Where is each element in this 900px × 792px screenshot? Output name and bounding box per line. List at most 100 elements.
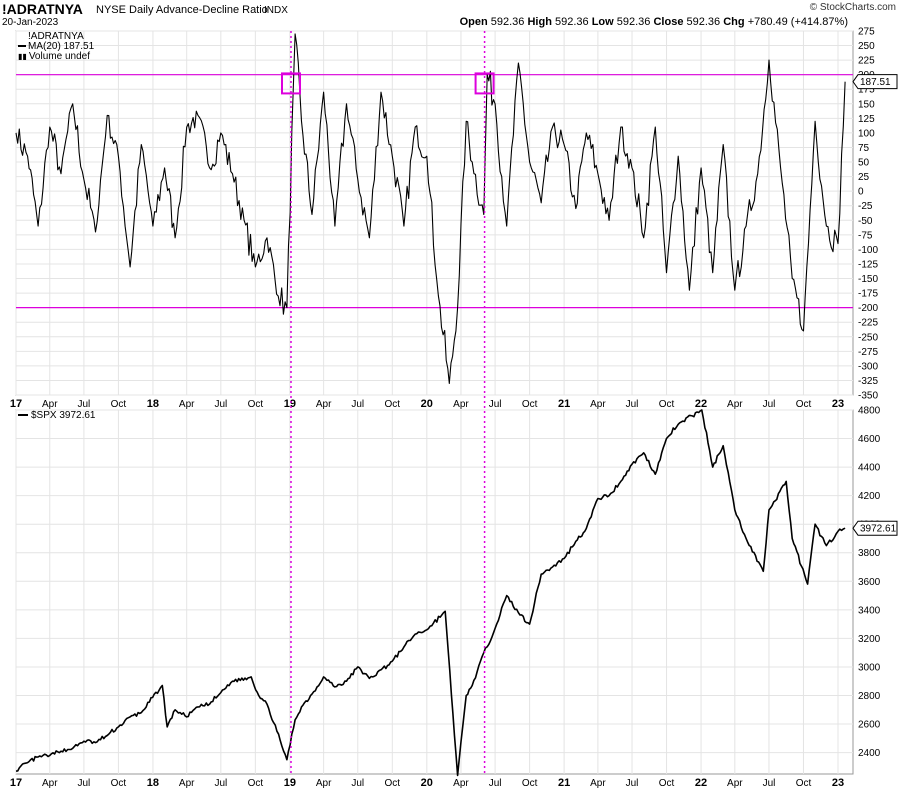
legend-bottom: $SPX 3972.61 bbox=[18, 411, 96, 421]
open-label: Open bbox=[459, 16, 488, 28]
symbol-description: NYSE Daily Advance-Decline Ratio bbox=[96, 4, 268, 16]
x-tick-label: Jul bbox=[351, 399, 364, 410]
x-tick-label: Jul bbox=[626, 778, 639, 789]
y-tick-label: -100 bbox=[858, 245, 878, 256]
y-tick-label: 275 bbox=[858, 27, 875, 38]
x-tick-label: Oct bbox=[248, 778, 264, 789]
chart-header: !ADRATNYA NYSE Daily Advance-Decline Rat… bbox=[0, 0, 900, 30]
y-tick-label: 3200 bbox=[858, 634, 881, 645]
x-tick-label: Apr bbox=[727, 778, 743, 789]
exchange-label: INDX bbox=[264, 5, 288, 16]
y-tick-label: -175 bbox=[858, 289, 878, 300]
x-tick-label: Apr bbox=[42, 399, 58, 410]
high-label: High bbox=[527, 16, 552, 28]
close-value: 592.36 bbox=[686, 16, 721, 28]
low-label: Low bbox=[591, 16, 614, 28]
x-tick-label: Jul bbox=[489, 778, 502, 789]
chg-value: +780.49 (+414.87%) bbox=[747, 16, 848, 28]
low-value: 592.36 bbox=[616, 16, 651, 28]
brand-watermark: © StockCharts.com bbox=[809, 2, 896, 13]
highlight-box bbox=[474, 72, 495, 95]
y-tick-label: -275 bbox=[858, 347, 878, 358]
y-tick-label: -25 bbox=[858, 201, 873, 212]
x-tick-label: Jul bbox=[763, 399, 776, 410]
x-tick-label: 22 bbox=[695, 777, 707, 789]
y-tick-label: 2600 bbox=[858, 720, 881, 731]
y-tick-label: -125 bbox=[858, 259, 878, 270]
x-tick-label: Oct bbox=[796, 778, 812, 789]
x-tick-label: Jul bbox=[214, 778, 227, 789]
x-tick-label: 17 bbox=[10, 777, 22, 789]
y-tick-label: -300 bbox=[858, 361, 878, 372]
open-value: 592.36 bbox=[490, 16, 525, 28]
x-tick-label: 20 bbox=[421, 777, 433, 789]
last-value-tag bbox=[852, 74, 898, 90]
y-tick-label: 3400 bbox=[858, 605, 881, 616]
x-tick-label: 19 bbox=[284, 777, 296, 789]
x-tick-label: 19 bbox=[284, 398, 296, 410]
x-tick-label: Apr bbox=[179, 399, 195, 410]
x-tick-label: Oct bbox=[248, 399, 264, 410]
chg-label: Chg bbox=[723, 16, 745, 28]
x-tick-label: Oct bbox=[111, 778, 127, 789]
x-tick-label: 21 bbox=[558, 777, 570, 789]
high-value: 592.36 bbox=[554, 16, 589, 28]
legend-spx-label: $SPX 3972.61 bbox=[31, 410, 96, 421]
y-tick-label: 250 bbox=[858, 41, 875, 52]
last-value-label: 3972.61 bbox=[860, 524, 897, 535]
x-tick-label: Oct bbox=[659, 399, 675, 410]
x-tick-label: 18 bbox=[147, 398, 159, 410]
y-tick-label: -75 bbox=[858, 230, 873, 241]
x-tick-label: 20 bbox=[421, 398, 433, 410]
x-tick-label: Apr bbox=[42, 778, 58, 789]
x-tick-label: 17 bbox=[10, 398, 22, 410]
x-tick-label: Apr bbox=[179, 778, 195, 789]
y-tick-label: 225 bbox=[858, 56, 875, 67]
x-tick-label: 22 bbox=[695, 398, 707, 410]
y-tick-label: 125 bbox=[858, 114, 875, 125]
x-tick-label: Jul bbox=[78, 778, 91, 789]
last-value-tag bbox=[852, 520, 898, 536]
x-tick-label: Oct bbox=[522, 399, 538, 410]
x-tick-label: Jul bbox=[214, 399, 227, 410]
y-tick-label: 3000 bbox=[858, 662, 881, 673]
legend-volume: ▮▮ Volume undef bbox=[18, 52, 94, 62]
y-tick-label: 25 bbox=[858, 172, 870, 183]
y-tick-label: 3600 bbox=[858, 577, 881, 588]
x-tick-label: Apr bbox=[453, 399, 469, 410]
x-tick-label: Oct bbox=[111, 399, 127, 410]
y-tick-label: 2800 bbox=[858, 691, 881, 702]
y-tick-label: 150 bbox=[858, 99, 875, 110]
y-tick-label: 50 bbox=[858, 158, 870, 169]
ma-series-line bbox=[15, 33, 846, 384]
x-tick-label: Oct bbox=[659, 778, 675, 789]
y-tick-label: -350 bbox=[858, 391, 878, 402]
x-tick-label: 18 bbox=[147, 777, 159, 789]
y-tick-label: 4400 bbox=[858, 463, 881, 474]
y-tick-label: 4800 bbox=[858, 406, 881, 417]
y-tick-label: 2400 bbox=[858, 748, 881, 759]
y-tick-label: -150 bbox=[858, 274, 878, 285]
panel-frame-0 bbox=[15, 30, 854, 396]
x-tick-label: Apr bbox=[316, 399, 332, 410]
legend-symbol: !ADRATNYA bbox=[28, 31, 84, 42]
y-tick-label: 100 bbox=[858, 128, 875, 139]
y-tick-label: -225 bbox=[858, 318, 878, 329]
x-tick-label: Apr bbox=[453, 778, 469, 789]
ohlc-readout: Open 592.36 High 592.36 Low 592.36 Close… bbox=[460, 16, 848, 28]
x-tick-label: Oct bbox=[385, 778, 401, 789]
x-tick-label: Jul bbox=[626, 399, 639, 410]
y-tick-label: -200 bbox=[858, 303, 878, 314]
symbol-title: !ADRATNYA bbox=[2, 1, 83, 17]
highlight-box bbox=[280, 72, 301, 95]
chart-date: 20-Jan-2023 bbox=[2, 17, 59, 28]
x-tick-label: 21 bbox=[558, 398, 570, 410]
volume-icon: ▮▮ bbox=[18, 52, 27, 61]
y-tick-label: -325 bbox=[858, 376, 878, 387]
ma-swatch bbox=[18, 45, 26, 48]
panel-frame-1 bbox=[15, 409, 854, 775]
x-tick-label: Apr bbox=[727, 399, 743, 410]
x-tick-label: Apr bbox=[590, 399, 606, 410]
x-tick-label: Jul bbox=[489, 399, 502, 410]
